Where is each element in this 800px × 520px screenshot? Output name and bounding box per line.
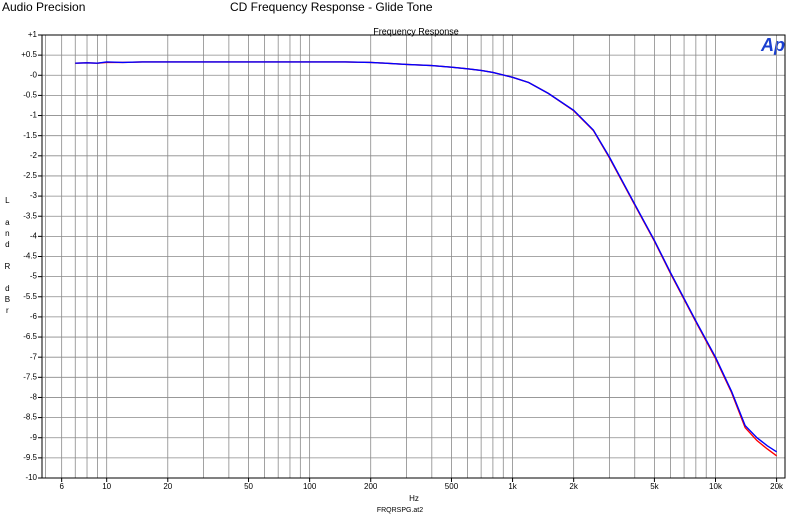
series-line	[75, 61, 777, 453]
x-tick-label: 2k	[569, 482, 578, 491]
y-tick-label: -5	[30, 272, 38, 281]
plot-border	[41, 34, 786, 479]
y-tick-label: -4	[30, 231, 38, 240]
y-tick-label: -3.5	[23, 211, 37, 220]
x-tick-label: 20k	[770, 482, 784, 491]
y-tick-label: -0.5	[23, 91, 37, 100]
header: Audio Precision	[2, 0, 85, 14]
y-tick-label: -9	[30, 433, 38, 442]
y-tick-label: -3	[30, 191, 38, 200]
y-tick-label: -1.5	[23, 131, 37, 140]
plot-title: Frequency Response	[373, 26, 459, 36]
y-tick-label: -8	[30, 393, 38, 402]
x-tick-label: 10k	[709, 482, 723, 491]
y-tick-label: -6.5	[23, 332, 37, 341]
y-tick-label: +0.5	[21, 50, 37, 59]
y-tick-label: -1	[30, 111, 38, 120]
y-tick-label: -4.5	[23, 252, 37, 261]
y-tick-label: -8.5	[23, 413, 37, 422]
x-tick-label: 500	[445, 482, 459, 491]
footnote: FRQRSPG.at2	[377, 507, 423, 514]
x-tick-label: 6	[59, 482, 64, 491]
y-tick-label: -7.5	[23, 372, 37, 381]
x-tick-label: 5k	[650, 482, 659, 491]
y-axis-label: L and R dBr	[3, 196, 12, 317]
y-tick-label: +1	[28, 30, 38, 39]
x-axis-label: Hz	[409, 494, 419, 503]
chart-title: CD Frequency Response - Glide Tone	[230, 0, 433, 14]
x-tick-label: 50	[244, 482, 253, 491]
y-tick-label: -7	[30, 352, 38, 361]
y-tick-label: -0	[30, 70, 38, 79]
y-tick-label: -6	[30, 312, 38, 321]
x-tick-label: 1k	[508, 482, 517, 491]
y-tick-label: -10	[25, 473, 37, 482]
y-tick-label: -2	[30, 151, 38, 160]
x-tick-label: 10	[102, 482, 111, 491]
x-tick-label: 20	[163, 482, 172, 491]
y-tick-label: -2.5	[23, 171, 37, 180]
x-tick-label: 200	[364, 482, 378, 491]
y-tick-label: -9.5	[23, 453, 37, 462]
logo: Ap	[760, 35, 785, 55]
x-tick-label: 100	[303, 482, 317, 491]
y-tick-label: -5.5	[23, 292, 37, 301]
